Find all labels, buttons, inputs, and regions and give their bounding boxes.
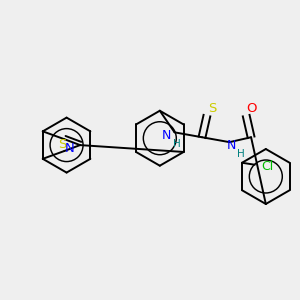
Text: N: N — [162, 129, 171, 142]
Text: Cl: Cl — [261, 160, 274, 173]
Text: O: O — [246, 102, 256, 115]
Text: S: S — [208, 102, 216, 115]
Text: N: N — [227, 139, 236, 152]
Text: S: S — [58, 138, 67, 151]
Text: H: H — [237, 149, 245, 159]
Text: N: N — [64, 142, 74, 154]
Text: H: H — [172, 139, 180, 149]
